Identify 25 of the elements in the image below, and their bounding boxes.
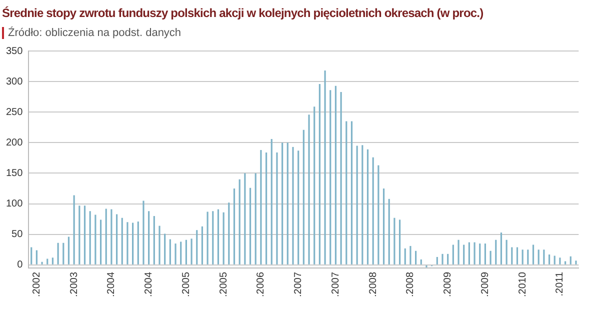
x-tick-label: .2009	[442, 272, 454, 298]
x-tick-label: .2009	[480, 272, 491, 298]
x-tick-label: .2005	[180, 272, 192, 298]
y-tick-label: 50	[12, 229, 24, 240]
y-tick-label: 0	[17, 260, 24, 271]
x-tick-label: .2007	[330, 272, 342, 298]
chart-subtitle: Źródło: obliczenia na podst. danych	[8, 27, 182, 39]
y-tick-label: 200	[6, 137, 24, 148]
x-tick-label: .2004	[106, 272, 118, 298]
x-tick-label: .2010	[517, 272, 528, 298]
x-tick-label: .2006	[256, 272, 267, 298]
y-tick-label: 250	[6, 106, 24, 118]
x-tick-label: .2005	[218, 272, 230, 298]
y-tick-label: 150	[6, 168, 24, 179]
x-tick-label: .2007	[293, 272, 304, 298]
x-tick-label: .2008	[368, 272, 379, 298]
x-tick-label: .2004	[144, 272, 155, 298]
y-tick-label: 350	[6, 46, 24, 57]
y-tick-label: 100	[6, 198, 24, 210]
x-tick-label: .2008	[405, 272, 416, 298]
y-tick-label: 300	[6, 76, 24, 88]
chart-title: Średnie stopy zwrotu funduszy polskich akcji w kolejnych pięcioletnich okresach (w proc.)	[1, 5, 484, 20]
x-tick-label: .2011	[554, 272, 566, 296]
x-tick-label: .2002	[31, 272, 42, 298]
x-tick-label: .2003	[68, 272, 80, 298]
